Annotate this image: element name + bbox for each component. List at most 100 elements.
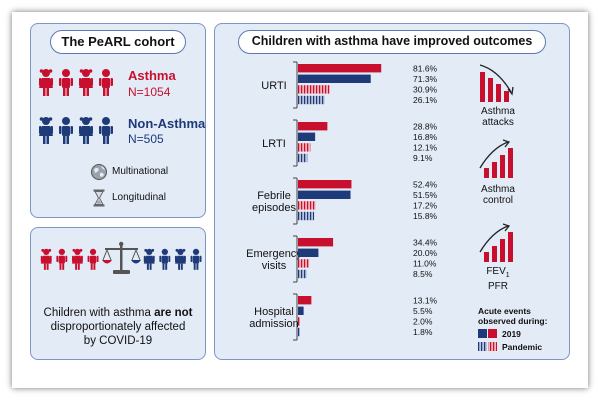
asthma-small-child-4 bbox=[87, 248, 99, 270]
asthma-child-4 bbox=[99, 69, 113, 96]
asthma-control-line1: Asthma bbox=[481, 184, 515, 195]
outcomes-bar-chart: URTI 81.6%71.3%30.9%26.1% LRTI 28.8%16.8%12… bbox=[246, 61, 438, 341]
legend-title-line2: observed during: bbox=[478, 316, 548, 326]
longitudinal-label: Longitudinal bbox=[112, 192, 166, 203]
asthma-control-line2: control bbox=[482, 195, 513, 206]
bar-3-1 bbox=[298, 248, 319, 257]
globe-icon bbox=[91, 164, 107, 180]
asthma-small-child-2 bbox=[56, 248, 68, 270]
pfr-label: PFR bbox=[488, 281, 508, 292]
non-asthma-small-child-4 bbox=[190, 248, 202, 270]
legend-2019-label: 2019 bbox=[502, 329, 521, 339]
value-label-1-3: 9.1% bbox=[413, 153, 433, 163]
asthma-small-child-1 bbox=[40, 248, 52, 270]
value-label-2-2: 17.2% bbox=[413, 201, 438, 211]
value-label-0-1: 71.3% bbox=[413, 74, 438, 84]
asthma-control-label: Asthma control bbox=[468, 184, 528, 206]
asthma-child-1 bbox=[39, 69, 53, 96]
asthma-attacks-trend-icon bbox=[479, 64, 514, 102]
covid-statement: Children with asthma are not disproporti… bbox=[30, 306, 206, 348]
bar-4-3 bbox=[298, 327, 300, 337]
non-asthma-child-2 bbox=[59, 117, 73, 144]
balance-scale-icon bbox=[102, 241, 141, 274]
value-label-0-2: 30.9% bbox=[413, 85, 438, 95]
lung-function-trend-icon bbox=[479, 223, 513, 262]
legend-pandemic-swatch bbox=[478, 342, 497, 351]
bar-0-2 bbox=[298, 85, 330, 94]
value-label-1-1: 16.8% bbox=[413, 132, 438, 142]
asthma-control-trend-icon bbox=[479, 139, 513, 178]
asthma-attacks-line2: attacks bbox=[482, 117, 514, 128]
bar-1-3 bbox=[298, 153, 308, 163]
legend-pandemic-label: Pandemic bbox=[502, 342, 543, 352]
value-label-0-0: 81.6% bbox=[413, 63, 438, 73]
value-label-4-2: 2.0% bbox=[413, 317, 433, 327]
non-asthma-children-small-icon bbox=[143, 248, 202, 270]
value-label-3-2: 11.0% bbox=[413, 259, 437, 269]
bar-4-1 bbox=[298, 306, 304, 315]
bar-4-0 bbox=[298, 296, 312, 305]
cohort-panel bbox=[30, 23, 206, 218]
covid-line2: disproportionately affected bbox=[50, 321, 186, 333]
bar-2-2 bbox=[298, 201, 316, 210]
category-label-0-0: URTI bbox=[261, 80, 286, 92]
bar-0-3 bbox=[298, 95, 325, 105]
non-asthma-children-icon bbox=[39, 117, 113, 144]
bar-4-2 bbox=[298, 317, 301, 326]
bar-2-0 bbox=[298, 180, 352, 189]
non-asthma-small-child-2 bbox=[159, 248, 171, 270]
non-asthma-child-4 bbox=[99, 117, 113, 144]
category-label-3-0: Emergency bbox=[246, 248, 302, 260]
non-asthma-child-1 bbox=[39, 117, 53, 144]
asthma-small-child-3 bbox=[71, 248, 83, 270]
category-label-3-1: visits bbox=[262, 260, 287, 272]
bar-2-1 bbox=[298, 190, 351, 199]
bar-3-2 bbox=[298, 259, 310, 268]
multinational-label: Multinational bbox=[112, 166, 169, 177]
bar-3-0 bbox=[298, 238, 334, 247]
value-label-2-0: 52.4% bbox=[413, 179, 438, 189]
non-asthma-child-3 bbox=[79, 117, 93, 144]
asthma-child-2 bbox=[59, 69, 73, 96]
asthma-attacks-label: Asthma attacks bbox=[468, 106, 528, 128]
value-label-1-2: 12.1% bbox=[413, 143, 438, 153]
value-label-4-1: 5.5% bbox=[413, 306, 433, 316]
category-label-2-1: episodes bbox=[252, 202, 297, 214]
category-label-4-1: admission bbox=[249, 318, 299, 330]
bar-0-0 bbox=[298, 64, 382, 73]
value-label-3-0: 34.4% bbox=[413, 237, 438, 247]
legend-2019-swatch bbox=[478, 329, 497, 338]
covid-line3: by COVID-19 bbox=[83, 335, 153, 347]
value-label-3-1: 20.0% bbox=[413, 248, 438, 258]
non-asthma-small-child-3 bbox=[174, 248, 186, 270]
value-label-4-0: 13.1% bbox=[413, 295, 438, 305]
legend-title: Acute events observed during: bbox=[478, 306, 547, 326]
asthma-child-3 bbox=[79, 69, 93, 96]
asthma-children-icon bbox=[39, 69, 113, 96]
non-asthma-small-child-1 bbox=[143, 248, 155, 270]
bar-1-2 bbox=[298, 143, 311, 152]
bar-0-1 bbox=[298, 74, 371, 83]
value-label-4-3: 1.8% bbox=[413, 327, 433, 337]
outcomes-title: Children with asthma have improved outco… bbox=[238, 30, 546, 54]
hourglass-icon bbox=[93, 189, 105, 207]
bar-3-3 bbox=[298, 269, 307, 279]
value-label-1-0: 28.8% bbox=[413, 121, 438, 131]
asthma-attacks-line1: Asthma bbox=[481, 106, 515, 117]
cohort-title: The PeARL cohort bbox=[50, 30, 186, 54]
bar-2-3 bbox=[298, 211, 315, 221]
covid-line1-bold: are not bbox=[154, 307, 193, 319]
asthma-children-small-icon bbox=[40, 248, 99, 270]
fev-subscript: 1 bbox=[505, 272, 510, 279]
legend-title-line1: Acute events bbox=[478, 306, 531, 316]
value-label-2-1: 51.5% bbox=[413, 190, 438, 200]
category-label-4-0: Hospital bbox=[254, 306, 294, 318]
category-label-2-0: Febrile bbox=[257, 190, 291, 202]
value-label-0-3: 26.1% bbox=[413, 95, 438, 105]
value-label-2-3: 15.8% bbox=[413, 211, 438, 221]
outcomes-panel bbox=[214, 23, 570, 360]
bar-1-0 bbox=[298, 122, 328, 131]
non-asthma-label: Non-Asthma bbox=[128, 116, 206, 131]
category-label-1-0: LRTI bbox=[262, 138, 286, 150]
asthma-count: N=1054 bbox=[128, 85, 171, 99]
